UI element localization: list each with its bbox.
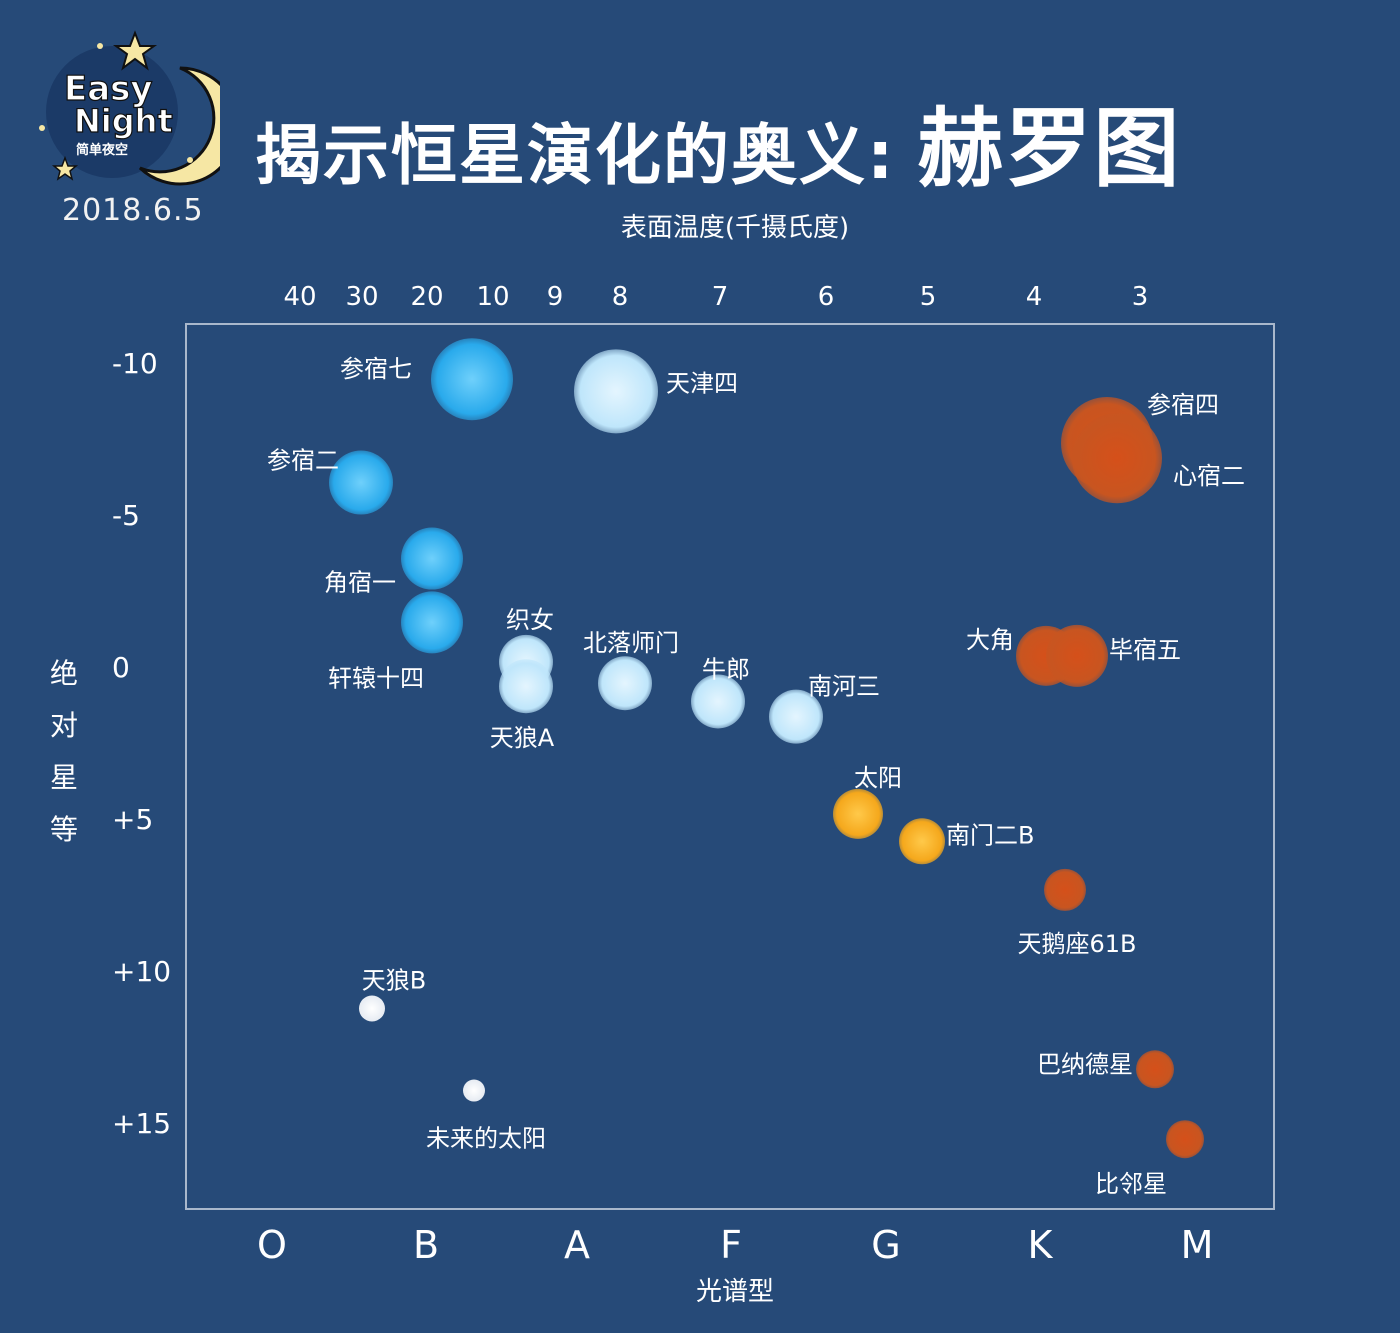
star-label: 天狼A (490, 724, 555, 752)
star-point (463, 1079, 485, 1102)
star-point (499, 659, 553, 714)
star-point (1166, 1120, 1204, 1159)
y-tick-label: +15 (112, 1107, 171, 1140)
y-tick-label: 0 (112, 651, 130, 684)
star-dot-icon (97, 43, 103, 49)
star-point (359, 995, 385, 1022)
star-point (833, 788, 883, 839)
star-label: 天鹅座61B (1017, 930, 1136, 958)
logo-text-line2: Night (74, 102, 173, 140)
star-point (899, 818, 945, 865)
publish-date: 2018.6.5 (62, 193, 204, 228)
logo-subtitle: 简单夜空 (76, 142, 128, 158)
top-tick-label: 10 (476, 282, 509, 312)
star-label: 北落师门 (583, 629, 679, 657)
y-tick-label: +5 (112, 803, 153, 836)
top-tick-label: 5 (920, 282, 937, 312)
moon-icon (138, 66, 220, 186)
title-main: 揭示恒星演化的奥义: (255, 117, 896, 194)
plot-frame (185, 323, 1275, 1210)
star-label: 参宿二 (267, 447, 339, 475)
star-label: 大角 (966, 626, 1014, 654)
star-point (1072, 413, 1162, 504)
star-points (329, 338, 1204, 1159)
spectral-class-label: F (720, 1223, 742, 1267)
star-label: 天狼B (362, 966, 426, 994)
top-tick-label: 20 (410, 282, 443, 312)
top-tick-label: 6 (818, 282, 835, 312)
top-tick-label: 7 (712, 282, 729, 312)
y-tick-label: -10 (112, 347, 158, 380)
star-label: 轩辕十四 (328, 664, 424, 692)
star-point (598, 656, 652, 711)
star-label: 南河三 (808, 673, 880, 701)
star-point (1136, 1050, 1174, 1089)
top-tick-label: 4 (1026, 282, 1043, 312)
x-axis-bottom-label: 光谱型 (696, 1277, 774, 1307)
star-point (1044, 868, 1086, 911)
easy-night-logo: Easy Night 简单夜空 (39, 30, 220, 186)
spectral-class-label: G (871, 1223, 900, 1267)
star-point (401, 591, 463, 654)
star-point (769, 689, 823, 744)
y-axis-label-char: 等 (50, 813, 78, 846)
star-label: 参宿七 (340, 355, 412, 383)
star-point (329, 450, 393, 515)
top-tick-label: 8 (612, 282, 629, 312)
star-label: 牛郎 (702, 655, 750, 683)
star-dot-icon (39, 125, 45, 131)
spectral-class-label: M (1181, 1223, 1214, 1267)
star-dot-icon (187, 157, 193, 163)
star-label: 心宿二 (1173, 462, 1245, 490)
logo-backdrop (46, 46, 178, 178)
y-tick-label: -5 (112, 499, 140, 532)
top-tick-label: 30 (345, 282, 378, 312)
star-label: 太阳 (854, 764, 902, 792)
star-label: 南门二B (946, 821, 1034, 849)
star-label: 巴纳德星 (1037, 1050, 1133, 1078)
title-big: 赫罗图 (917, 99, 1182, 199)
top-tick-label: 9 (547, 282, 564, 312)
star-point (691, 674, 745, 729)
star-point (401, 527, 463, 590)
star-icon (51, 155, 79, 181)
y-axis-label-char: 对 (50, 709, 78, 742)
logo-text-line1: Easy (64, 69, 153, 109)
star-label: 织女 (506, 606, 554, 634)
spectral-class-label: A (564, 1223, 590, 1267)
x-axis-top-label: 表面温度(千摄氏度) (621, 213, 849, 243)
y-axis-label-char: 绝 (50, 657, 78, 690)
y-axis-label-char: 星 (50, 761, 78, 794)
star-label: 未来的太阳 (426, 1125, 546, 1153)
star-point (574, 349, 658, 434)
star-label: 毕宿五 (1109, 636, 1181, 664)
page-title: 揭示恒星演化的奥义: 赫罗图 (255, 78, 1181, 203)
top-tick-label: 40 (283, 282, 316, 312)
top-tick-label: 3 (1132, 282, 1149, 312)
top-tick-labels: 40 30 20 10 9 8 7 6 5 4 3 (283, 282, 1148, 312)
y-tick-labels: -10 -5 0 +5 +10 +15 (112, 347, 171, 1140)
spectral-class-label: B (413, 1223, 439, 1267)
star-label: 角宿一 (324, 569, 396, 597)
star-point (1046, 624, 1108, 687)
star-label: 天津四 (666, 369, 738, 397)
spectral-class-label: K (1028, 1223, 1054, 1267)
star-icon (112, 30, 158, 71)
spectral-class-label: O (257, 1223, 287, 1267)
y-tick-label: +10 (112, 955, 171, 988)
star-label: 比邻星 (1095, 1170, 1167, 1198)
star-label: 参宿四 (1147, 391, 1219, 419)
star-point (431, 338, 513, 421)
